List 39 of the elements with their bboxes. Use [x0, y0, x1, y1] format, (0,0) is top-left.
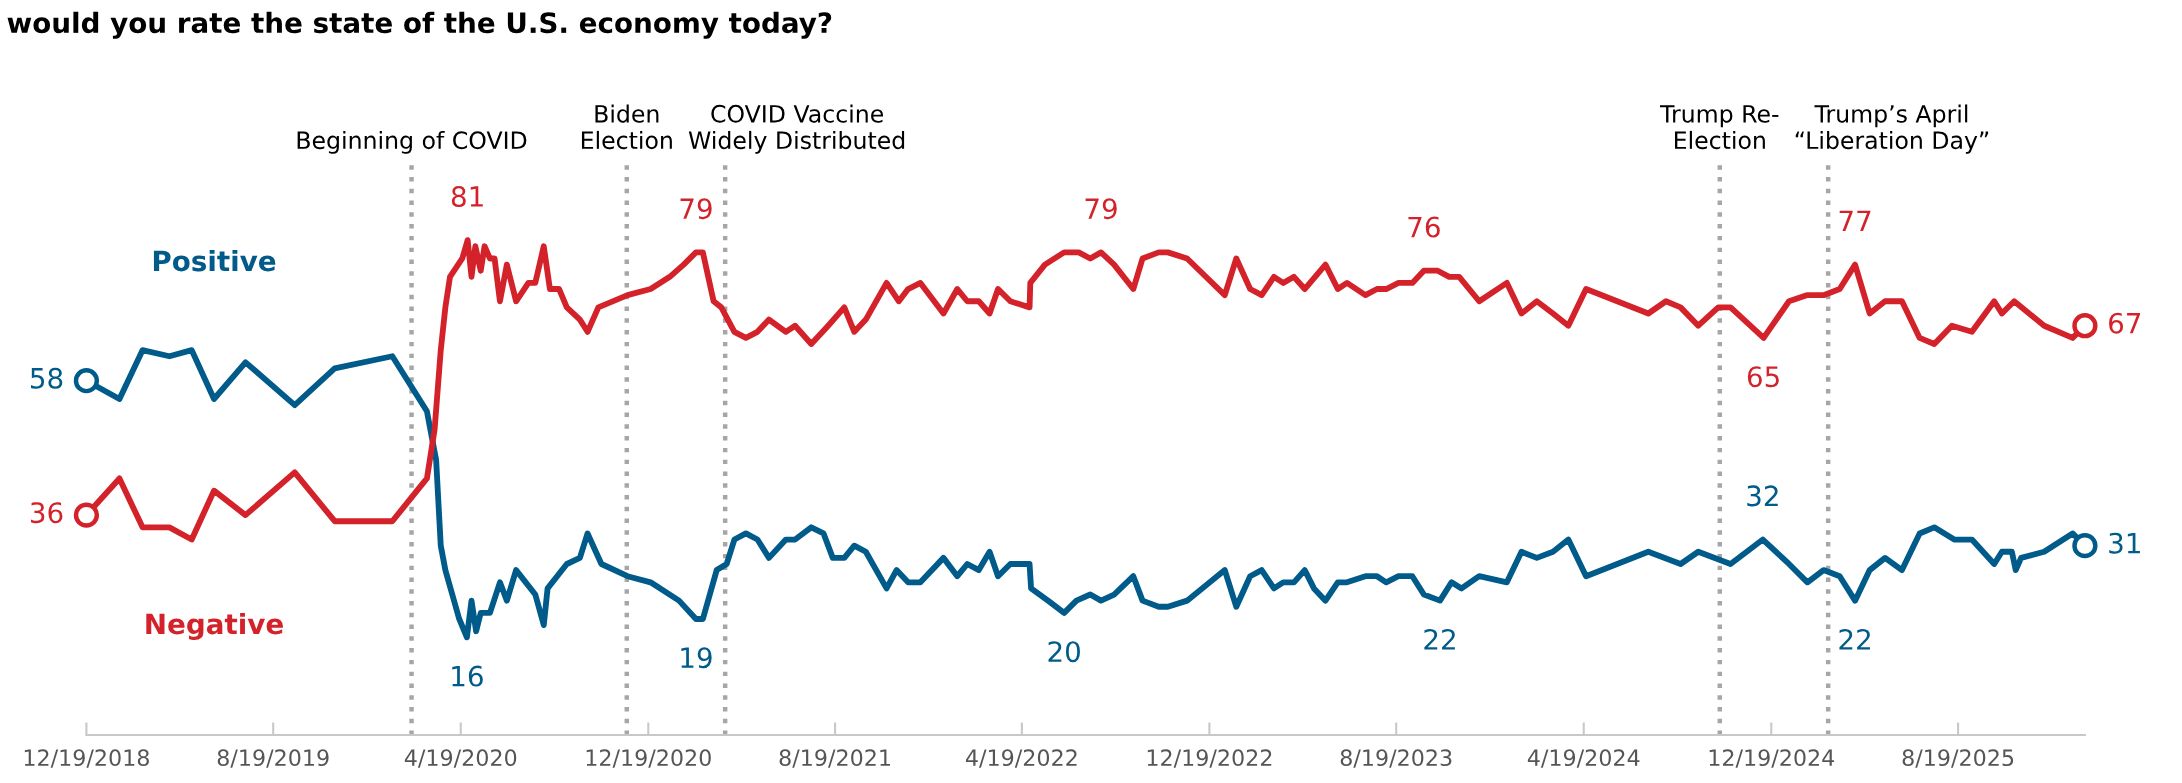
data-label: 77 — [1839, 210, 1871, 232]
x-tick-label: 4/19/2024 — [1527, 749, 1640, 768]
data-label: 79 — [680, 198, 712, 220]
text: Negative — [146, 612, 283, 640]
x-tick-label: 4/19/2020 — [404, 749, 517, 768]
x-tick-label: 4/19/2022 — [965, 749, 1077, 768]
ref-line-label: COVID Vaccine Widely Distributed — [688, 104, 905, 154]
data-label: 22 — [1424, 628, 1455, 650]
data-label: 16 — [452, 665, 483, 687]
ref-line-label: Beginning of COVID — [297, 130, 527, 154]
data-label: 36 — [30, 502, 63, 524]
data-label: 79 — [1085, 198, 1117, 220]
x-tick-label: 12/19/2018 — [24, 749, 149, 768]
x-tick-label: 8/19/2025 — [1902, 749, 2014, 768]
data-label: 22 — [1839, 628, 1870, 650]
data-label: 19 — [681, 647, 712, 669]
point — [73, 502, 100, 528]
ref-line-label: Trump Re- Election — [1659, 105, 1779, 150]
data-label: 20 — [1048, 641, 1080, 663]
ref-line-label: Trump’s April “Liberation Day” — [1795, 104, 1989, 154]
x-tick-label: 8/19/2023 — [1340, 749, 1452, 768]
data-label: 32 — [1747, 485, 1778, 507]
data-label: 58 — [30, 367, 63, 389]
x-tick-label: 8/19/2021 — [779, 749, 890, 768]
data-label: 65 — [1747, 366, 1779, 388]
point — [73, 368, 100, 394]
data-label: 67 — [2109, 312, 2141, 334]
x-tick-label: 12/19/2022 — [1147, 749, 1272, 768]
point — [2072, 533, 2098, 559]
ref-line-label: Biden Election — [581, 104, 672, 150]
data-label: 76 — [1408, 216, 1440, 238]
x-tick-label: 8/19/2019 — [217, 749, 329, 768]
x-tick-label: 12/19/2020 — [586, 749, 711, 768]
data-label: 81 — [451, 185, 483, 207]
text: Positive — [153, 249, 276, 272]
data-label: 31 — [2109, 532, 2140, 554]
point — [2072, 313, 2098, 339]
chart-title: would you rate the state of the U.S. economy today? — [7, 11, 832, 39]
x-tick-label: 12/19/2024 — [1709, 749, 1835, 768]
